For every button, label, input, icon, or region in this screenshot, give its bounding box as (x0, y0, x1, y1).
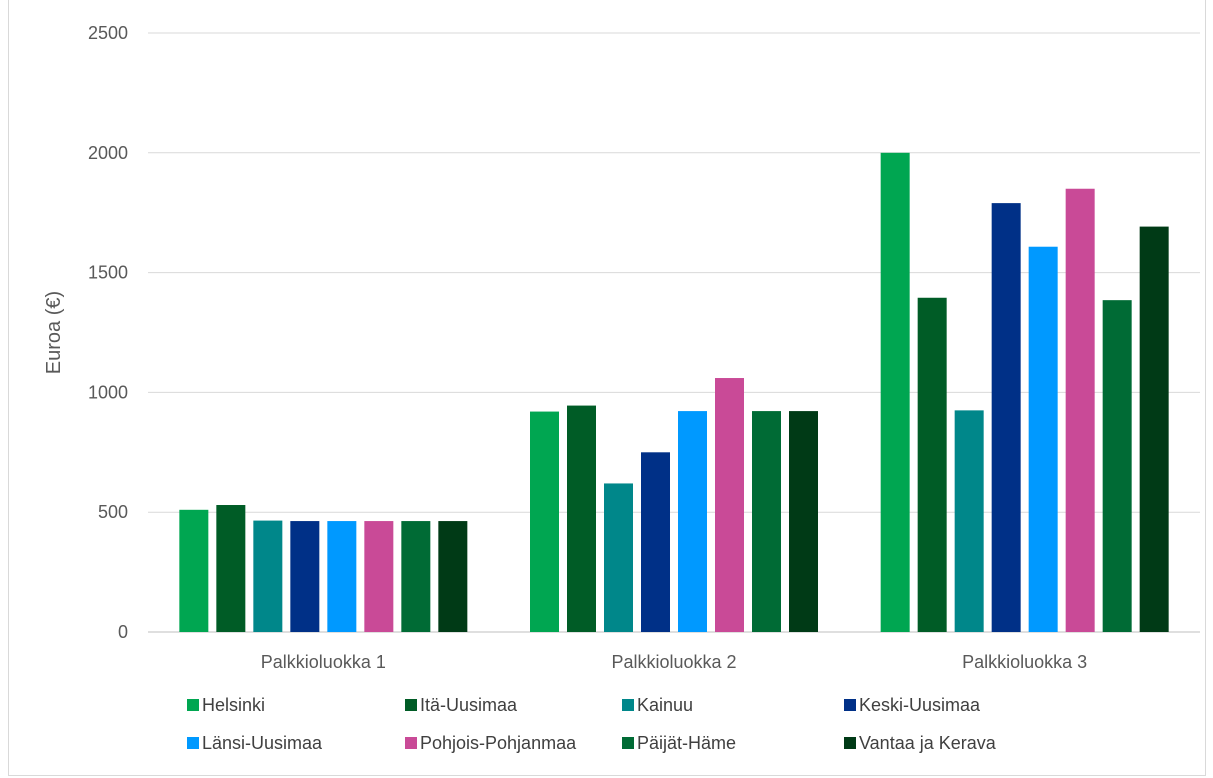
bar (917, 297, 947, 632)
legend-label: Itä-Uusimaa (420, 695, 518, 715)
legend-swatch (622, 737, 634, 749)
bar (1028, 246, 1058, 632)
bar (401, 521, 431, 632)
y-tick-label: 2500 (88, 23, 128, 43)
bar (1139, 226, 1169, 632)
legend-label: Päijät-Häme (637, 733, 736, 753)
legend-label: Helsinki (202, 695, 265, 715)
bar (954, 410, 984, 632)
x-tick-label: Palkkioluokka 1 (261, 652, 386, 672)
bar (438, 521, 468, 632)
legend-label: Kainuu (637, 695, 693, 715)
bar (1065, 188, 1095, 633)
y-tick-label: 0 (118, 622, 128, 642)
x-tick-label: Palkkioluokka 2 (611, 652, 736, 672)
legend-swatch (405, 737, 417, 749)
legend-swatch (844, 699, 856, 711)
bar (253, 520, 283, 632)
bar (752, 411, 781, 632)
legend-swatch (187, 699, 199, 711)
x-tick-label: Palkkioluokka 3 (962, 652, 1087, 672)
legend-swatch (622, 699, 634, 711)
bar (991, 203, 1021, 632)
bar (327, 521, 357, 632)
bar (641, 452, 670, 632)
bar (567, 405, 596, 632)
bar (678, 411, 707, 632)
y-tick-label: 1000 (88, 382, 128, 402)
bar (1102, 300, 1132, 632)
legend-swatch (405, 699, 417, 711)
legend-swatch (187, 737, 199, 749)
bar (880, 152, 910, 633)
legend-label: Pohjois-Pohjanmaa (420, 733, 577, 753)
bar (364, 521, 394, 632)
bar (530, 411, 559, 632)
legend-label: Länsi-Uusimaa (202, 733, 323, 753)
bar (604, 483, 633, 632)
bar (179, 509, 209, 632)
y-axis-label: Euroa (€) (43, 291, 65, 374)
y-tick-label: 500 (98, 502, 128, 522)
bar (290, 521, 320, 632)
legend-swatch (844, 737, 856, 749)
bar (789, 411, 818, 632)
bar (715, 378, 744, 632)
y-tick-label: 2000 (88, 143, 128, 163)
y-tick-label: 1500 (88, 263, 128, 283)
bar (216, 505, 246, 632)
legend-label: Keski-Uusimaa (859, 695, 981, 715)
legend-label: Vantaa ja Kerava (859, 733, 997, 753)
chart-frame (8, 0, 1206, 776)
